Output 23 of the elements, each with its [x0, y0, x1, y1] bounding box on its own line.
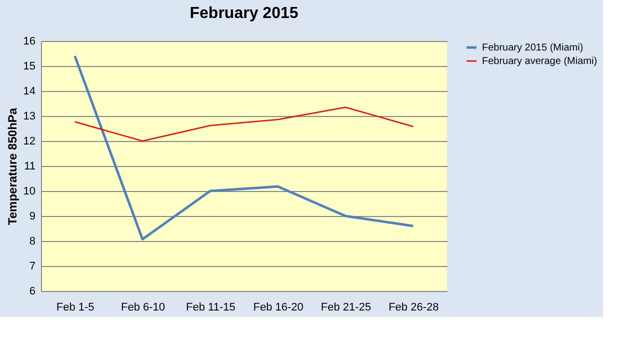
y-tick-label: 6	[29, 286, 36, 298]
y-tick-label: 12	[23, 136, 36, 148]
y-tick-label: 13	[23, 110, 36, 122]
y-tick-label: 7	[29, 260, 36, 272]
y-tick-label: 16	[23, 36, 36, 48]
line-series	[74, 54, 414, 240]
x-tick-label: Feb 11-15	[186, 302, 236, 314]
x-tick-label: Feb 26-28	[388, 302, 439, 314]
x-tick-label: Feb 6-10	[120, 302, 166, 314]
y-tick-label: 8	[29, 236, 36, 248]
legend-label: February average (Miami)	[482, 56, 598, 67]
y-tick-label: 15	[23, 60, 36, 72]
chart-title: February 2015	[190, 5, 298, 22]
y-axis-title: Temperature 850hPa	[5, 108, 20, 226]
y-tick-label: 9	[29, 210, 36, 222]
y-tick-label: 14	[23, 86, 36, 98]
y-tick-label: 11	[24, 160, 36, 172]
legend-label: February 2015 (Miami)	[482, 42, 584, 54]
y-tick-label: 10	[23, 186, 36, 198]
x-tick-label: Feb 21-25	[320, 302, 372, 314]
x-tick-label: Feb 16-20	[253, 302, 304, 314]
line-series	[74, 106, 414, 142]
x-tick-label: Feb 1-5	[56, 302, 94, 314]
